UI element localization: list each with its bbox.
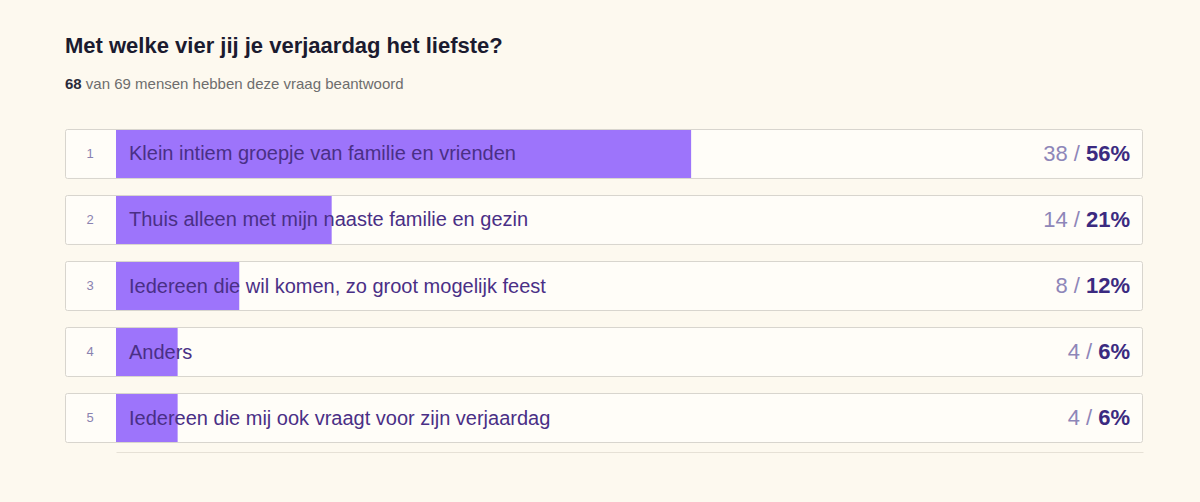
category-label: Klein intiem groepje van familie en vrie… — [129, 142, 516, 164]
data-label-count: 14 / — [1043, 207, 1086, 232]
row-frame — [66, 262, 1143, 311]
row-frame — [66, 328, 1143, 377]
data-label: 38 / 56% — [1043, 141, 1130, 166]
rank: 5 — [86, 410, 93, 425]
chart: Met welke vier jij je verjaardag het lie… — [0, 0, 1200, 502]
category-label: Iedereen die mij ook vraagt voor zijn ve… — [129, 407, 550, 429]
rank: 2 — [86, 212, 93, 227]
row-frame — [66, 130, 1143, 179]
subtitle: 68 van 69 mensen hebben deze vraag beant… — [65, 75, 404, 92]
data-label-percent: 21% — [1086, 207, 1130, 232]
category-label: Iedereen die wil komen, zo groot mogelij… — [129, 275, 546, 297]
rank: 1 — [86, 146, 93, 161]
row-frame — [66, 196, 1143, 245]
background — [0, 0, 1200, 502]
data-label: 4 / 6% — [1068, 339, 1130, 364]
data-label: 14 / 21% — [1043, 207, 1130, 232]
row-frames — [66, 130, 1143, 443]
data-label-count: 4 / — [1068, 405, 1099, 430]
data-label: 4 / 6% — [1068, 405, 1130, 430]
rank: 3 — [86, 278, 93, 293]
data-label: 8 / 12% — [1055, 273, 1130, 298]
data-label-count: 8 / — [1055, 273, 1086, 298]
bar — [116, 130, 691, 178]
x-axis — [117, 452, 1144, 453]
data-label-percent: 6% — [1098, 405, 1130, 430]
row-frame — [66, 394, 1143, 443]
category-label: Thuis alleen met mijn naaste familie en … — [129, 208, 528, 230]
data-label-percent: 12% — [1086, 273, 1130, 298]
category-label: Anders — [129, 341, 192, 363]
subtitle-rest: van 69 mensen hebben deze vraag beantwoo… — [82, 75, 404, 92]
data-label-percent: 56% — [1086, 141, 1130, 166]
labels: 1 Klein intiem groepje van familie en vri… — [86, 141, 1130, 430]
subtitle-count: 68 — [65, 75, 82, 92]
data-label-count: 4 / — [1068, 339, 1099, 364]
data-label-count: 38 / — [1043, 141, 1086, 166]
bars — [116, 130, 691, 442]
data-label-percent: 6% — [1098, 339, 1130, 364]
title: Met welke vier jij je verjaardag het lie… — [65, 33, 503, 58]
rank: 4 — [86, 344, 93, 359]
axis-line — [117, 452, 1144, 453]
